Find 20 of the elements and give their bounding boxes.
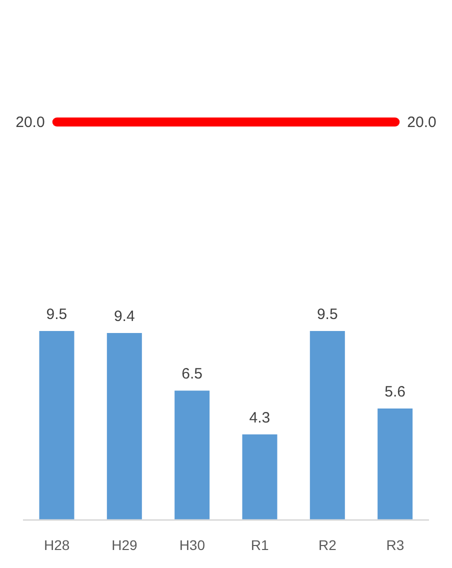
bar bbox=[378, 408, 413, 520]
bar bbox=[242, 434, 278, 520]
data-label: 9.4 bbox=[114, 308, 135, 325]
data-label: 9.5 bbox=[46, 306, 68, 323]
data-label: 9.5 bbox=[316, 306, 338, 323]
data-label: 5.6 bbox=[384, 384, 406, 401]
data-label: 20.0 bbox=[407, 114, 436, 131]
x-tick-label: H30 bbox=[179, 536, 206, 553]
bar bbox=[174, 390, 210, 520]
x-tick-label: R3 bbox=[386, 536, 404, 553]
x-tick-label: H29 bbox=[112, 536, 138, 553]
data-label: 20.0 bbox=[16, 114, 45, 131]
bar bbox=[310, 330, 345, 520]
data-label: 6.5 bbox=[182, 366, 203, 383]
x-tick-label: H28 bbox=[44, 536, 70, 553]
data-label: 4.3 bbox=[249, 409, 270, 426]
x-tick-label: R1 bbox=[250, 536, 269, 553]
bar bbox=[106, 332, 142, 520]
bar bbox=[39, 330, 74, 520]
x-tick-label: R2 bbox=[318, 536, 337, 553]
